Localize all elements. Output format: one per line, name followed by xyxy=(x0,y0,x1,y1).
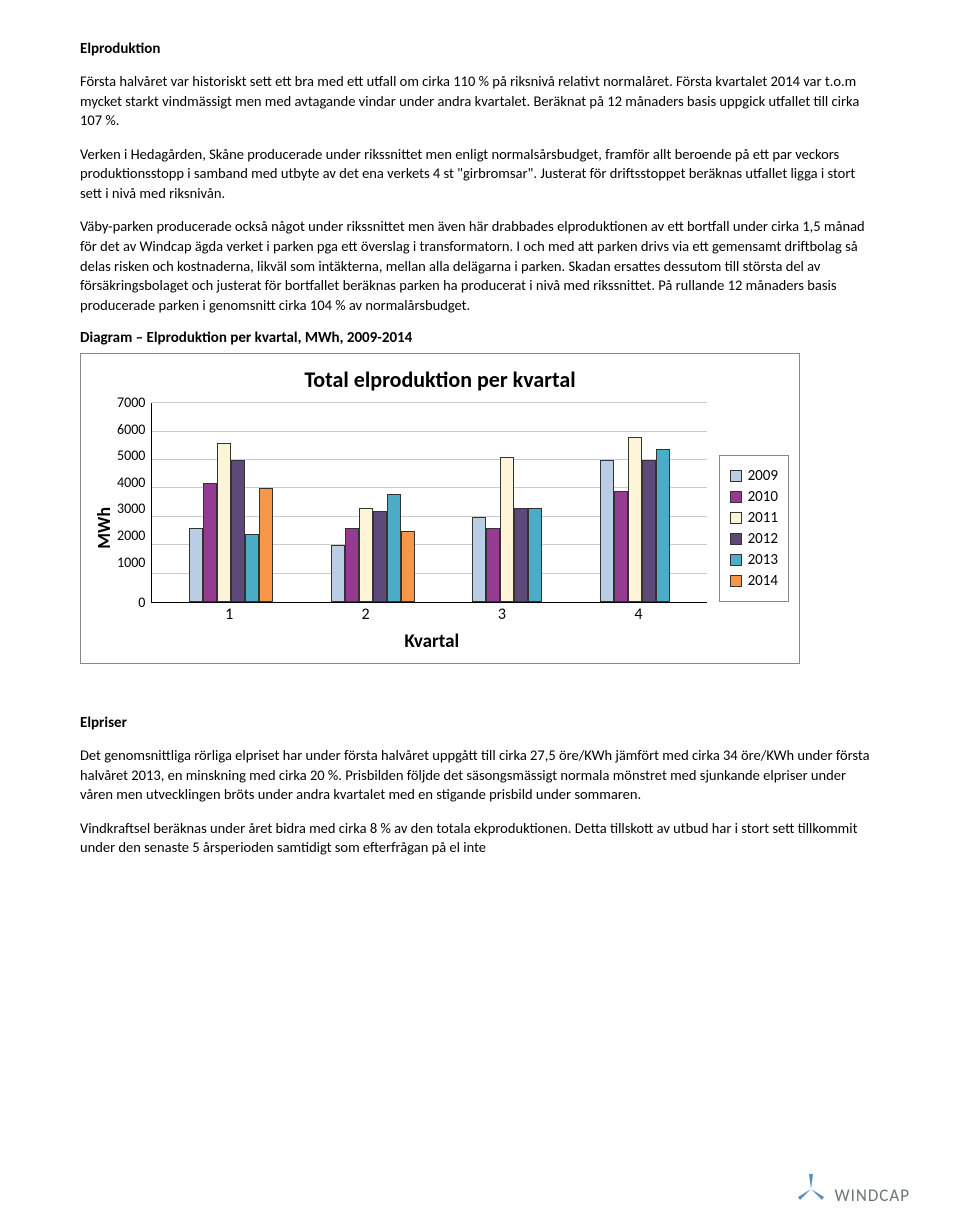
chart-x-tick: 2 xyxy=(362,605,370,624)
chart-plot-area xyxy=(151,403,706,603)
chart-legend: 2009 2010 2011 2012 2013 2014 xyxy=(719,455,789,602)
footer-logo-text: WINDCAP xyxy=(834,1185,910,1206)
chart-bar xyxy=(486,528,500,602)
chart-bar-group xyxy=(331,403,415,602)
footer-logo: WINDCAP xyxy=(794,1172,910,1206)
chart-bar xyxy=(331,545,345,602)
legend-item: 2013 xyxy=(730,551,778,569)
chart-y-tick: 2000 xyxy=(117,529,145,543)
chart-bar-group xyxy=(189,403,273,602)
chart-caption: Diagram – Elproduktion per kvartal, MWh,… xyxy=(80,329,880,347)
chart-y-tick: 0 xyxy=(117,596,145,610)
legend-label: 2010 xyxy=(748,488,778,506)
chart-bar-group xyxy=(472,403,542,602)
legend-label: 2009 xyxy=(748,467,778,485)
chart-bar xyxy=(373,511,387,602)
chart-bar xyxy=(401,531,415,602)
chart-bar xyxy=(245,534,259,602)
legend-item: 2011 xyxy=(730,509,778,527)
chart-bar xyxy=(359,508,373,602)
chart-x-axis-label: Kvartal xyxy=(117,630,707,653)
legend-label: 2014 xyxy=(748,572,778,590)
chart-y-tick: 5000 xyxy=(117,449,145,463)
legend-item: 2009 xyxy=(730,467,778,485)
legend-item: 2012 xyxy=(730,530,778,548)
paragraph: Vindkraftsel beräknas under året bidra m… xyxy=(80,819,880,858)
chart-y-tick: 6000 xyxy=(117,423,145,437)
chart-bar xyxy=(217,443,231,602)
chart-bar xyxy=(345,528,359,602)
chart-container: Total elproduktion per kvartal MWh 7000 6… xyxy=(80,353,800,664)
paragraph: Verken i Hedagården, Skåne producerade u… xyxy=(80,145,880,204)
chart-bar xyxy=(628,437,642,602)
chart-y-axis-label: MWh xyxy=(91,507,117,549)
chart-y-tick: 7000 xyxy=(117,396,145,410)
legend-item: 2014 xyxy=(730,572,778,590)
chart-bar xyxy=(387,494,401,602)
chart-x-tick: 1 xyxy=(225,605,233,624)
windmill-icon xyxy=(794,1172,828,1206)
paragraph: Första halvåret var historiskt sett ett … xyxy=(80,72,880,131)
chart-bar xyxy=(600,460,614,602)
legend-swatch xyxy=(730,470,742,482)
chart-bar-group xyxy=(600,403,670,602)
chart-bar xyxy=(614,491,628,602)
chart-bar xyxy=(514,508,528,602)
chart-y-tick: 1000 xyxy=(117,556,145,570)
chart-bar xyxy=(656,449,670,603)
chart-title: Total elproduktion per kvartal xyxy=(91,366,789,393)
legend-swatch xyxy=(730,554,742,566)
paragraph: Väby-parken producerade också något unde… xyxy=(80,217,880,315)
legend-swatch xyxy=(730,512,742,524)
chart-x-tick: 3 xyxy=(498,605,506,624)
chart-bar xyxy=(231,460,245,602)
chart-y-tick: 4000 xyxy=(117,476,145,490)
chart-bar xyxy=(189,528,203,602)
chart-bar xyxy=(642,460,656,602)
legend-item: 2010 xyxy=(730,488,778,506)
paragraph: Det genomsnittliga rörliga elpriset har … xyxy=(80,746,880,805)
chart-bar xyxy=(472,517,486,602)
chart-bar xyxy=(528,508,542,602)
chart-y-tick: 3000 xyxy=(117,502,145,516)
chart-bar xyxy=(259,488,273,602)
legend-swatch xyxy=(730,533,742,545)
legend-label: 2013 xyxy=(748,551,778,569)
chart-x-tick: 4 xyxy=(634,605,642,624)
chart-y-ticks: 70006000500040003000200010000 xyxy=(117,403,151,603)
legend-label: 2011 xyxy=(748,509,778,527)
section-heading-elpriser: Elpriser xyxy=(80,714,880,732)
legend-swatch xyxy=(730,575,742,587)
legend-swatch xyxy=(730,491,742,503)
chart-bar xyxy=(500,457,514,602)
chart-x-ticks: 1 2 3 4 xyxy=(117,603,707,624)
legend-label: 2012 xyxy=(748,530,778,548)
section-heading-elproduktion: Elproduktion xyxy=(80,40,880,58)
chart-bar xyxy=(203,483,217,602)
